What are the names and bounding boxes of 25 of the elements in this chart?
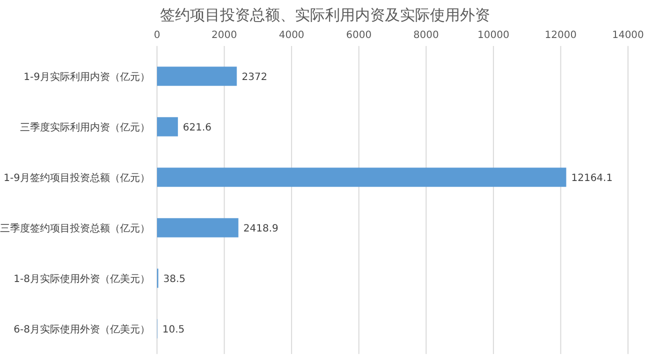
x-tick-label: 6000 — [346, 30, 372, 41]
y-tick-label: 1-9月实际利用内资（亿元） — [24, 70, 150, 83]
x-tick-label: 8000 — [413, 30, 439, 41]
data-label: 2418.9 — [243, 223, 278, 234]
y-tick-label: 三季度签约项目投资总额（亿元） — [0, 222, 150, 234]
x-tick-label: 14000 — [612, 30, 644, 41]
x-tick-label: 10000 — [478, 30, 510, 41]
bar — [157, 117, 178, 136]
data-label: 12164.1 — [571, 172, 613, 184]
x-tick-label: 0 — [154, 30, 160, 41]
chart-title: 签约项目投资总额、实际利用内资及实际使用外资 — [160, 6, 490, 24]
x-tick-label: 2000 — [212, 30, 238, 41]
bar — [157, 218, 238, 238]
y-tick-label: 1-8月实际使用外资（亿美元） — [14, 272, 150, 285]
data-label: 38.5 — [163, 274, 186, 285]
data-label: 621.6 — [182, 122, 212, 134]
data-label: 10.5 — [162, 324, 185, 336]
y-tick-label: 6-8月实际使用外资（亿美元） — [14, 323, 150, 336]
x-tick-label: 12000 — [544, 30, 577, 41]
data-label: 2372 — [242, 72, 268, 83]
bar — [157, 66, 237, 86]
bar — [157, 168, 566, 187]
y-tick-label: 1-9月签约项目投资总额（亿元） — [4, 172, 150, 184]
x-tick-label: 4000 — [278, 30, 304, 41]
y-tick-label: 三季度实际利用内资（亿元） — [20, 121, 150, 134]
